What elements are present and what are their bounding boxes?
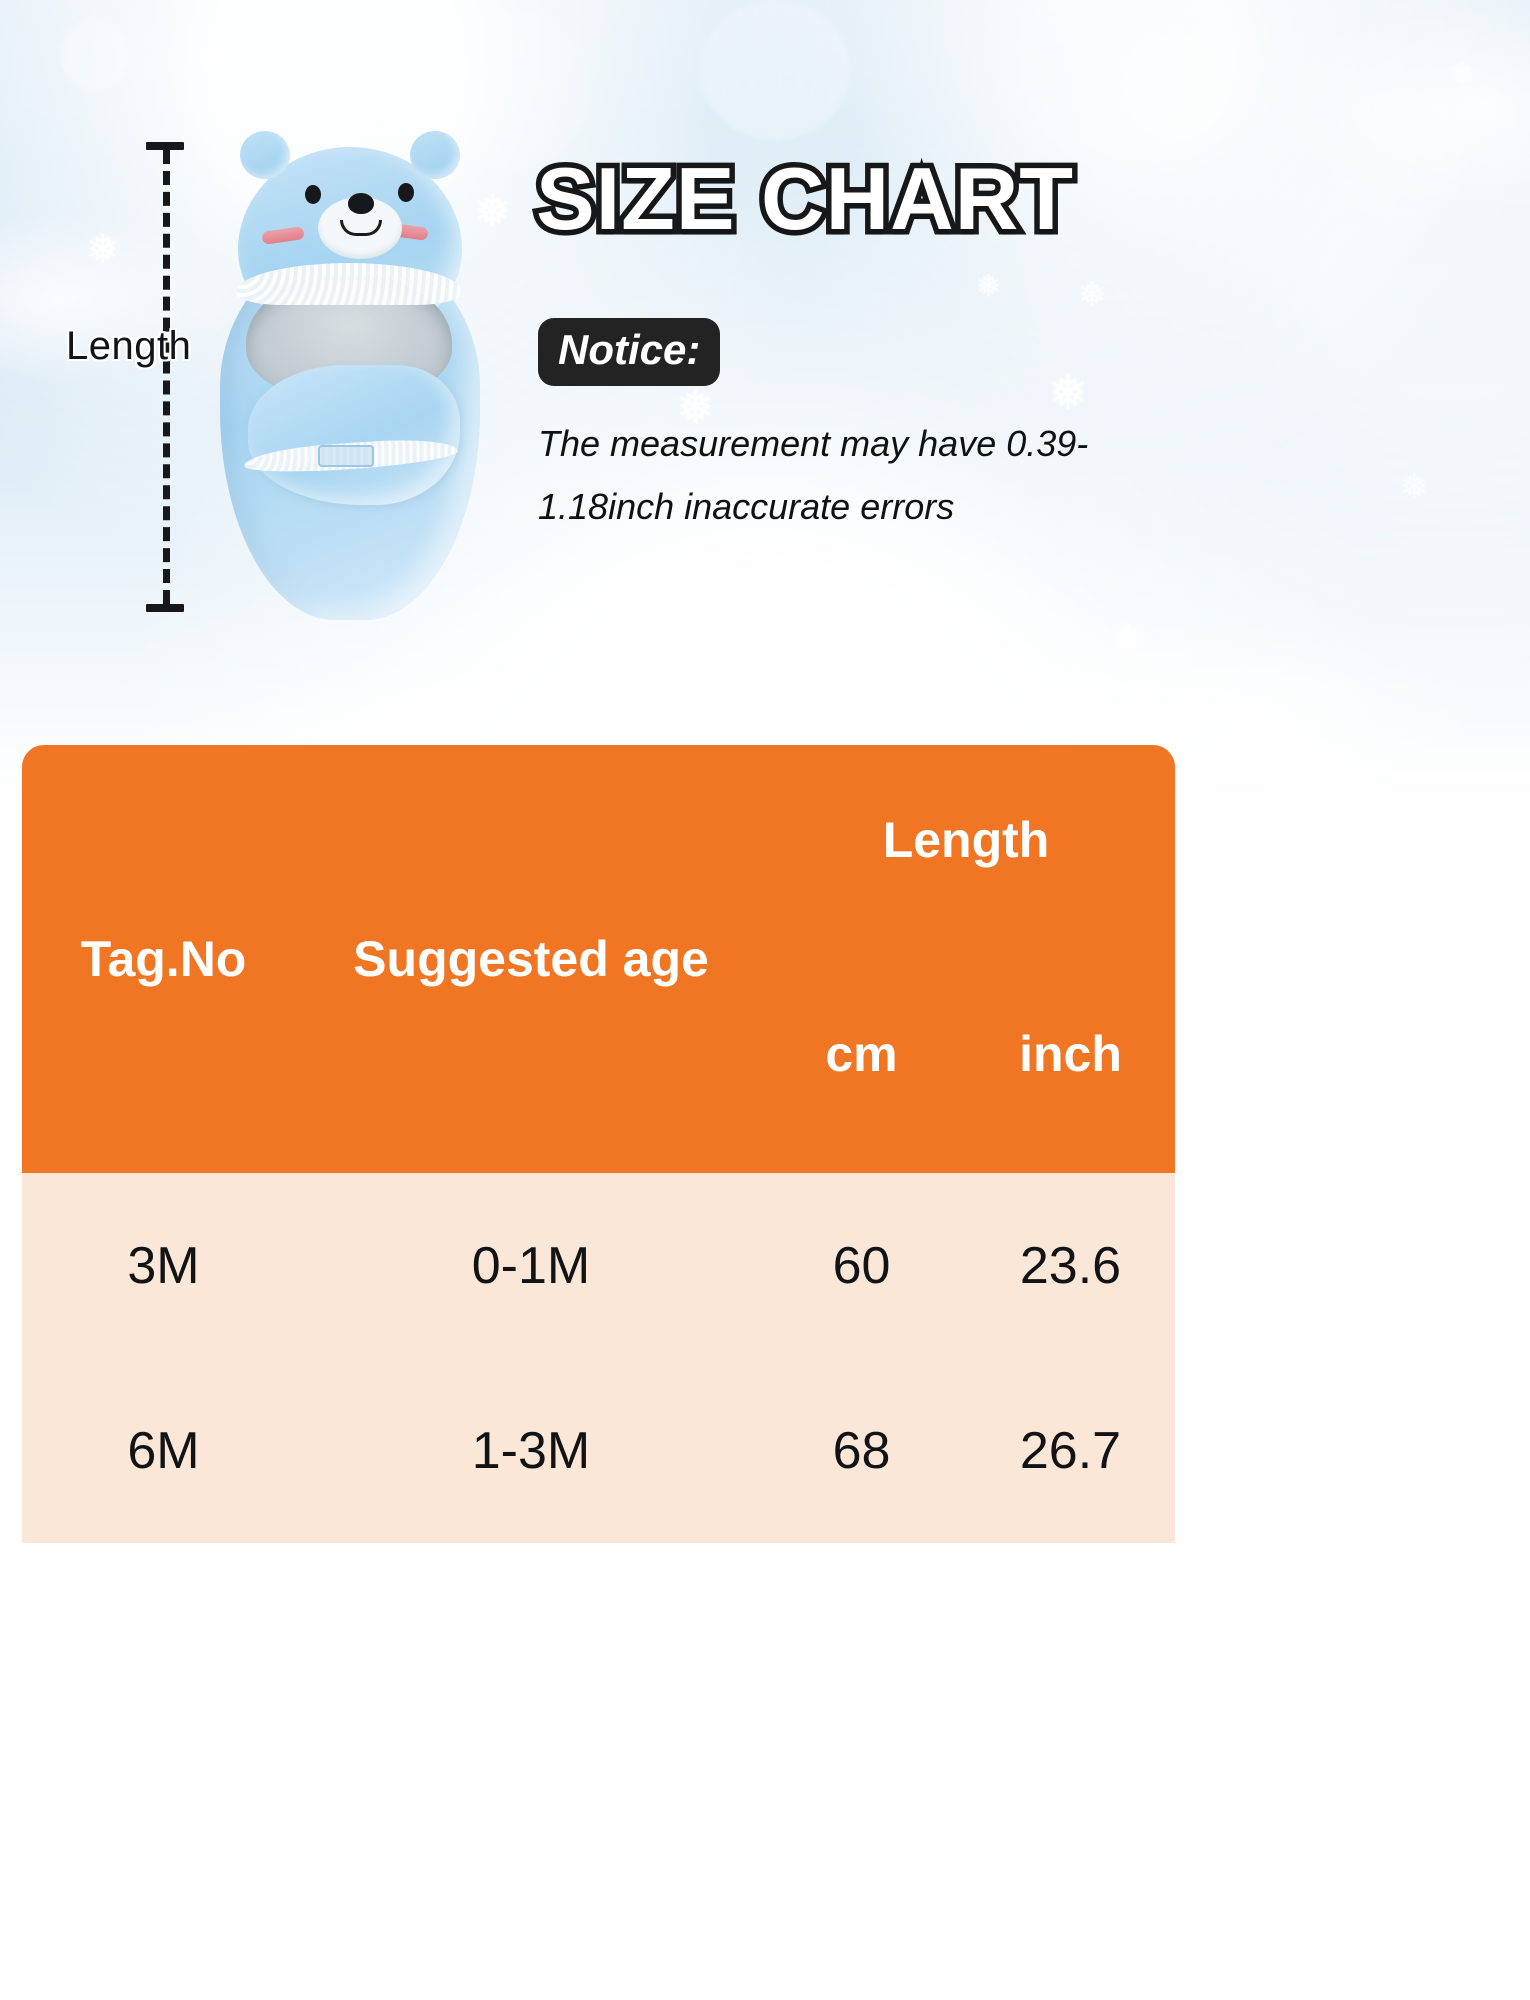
cell-tag-no: 3M — [22, 1173, 305, 1358]
header-inch: inch — [966, 935, 1176, 1173]
snowflake-icon: ❅ — [676, 381, 715, 433]
snowflake-icon: ❅ — [86, 228, 120, 272]
cell-length-cm: 60 — [757, 1173, 966, 1358]
bear-ear-left — [240, 131, 290, 179]
header-suggested-age: Suggested age — [305, 745, 757, 1173]
snowflake-icon: ❅ — [1450, 58, 1476, 91]
measure-cap-bottom — [146, 604, 184, 612]
notice-badge: Notice: — [538, 318, 721, 386]
cell-length-inch: 23.6 — [966, 1173, 1176, 1358]
measure-cap-top — [146, 142, 184, 150]
notice-text: The measurement may have 0.39-1.18inch i… — [538, 423, 1089, 527]
table-header-row-primary: Tag.No Suggested age Length — [22, 745, 1176, 1173]
table-row: 6M 1-3M 68 26.7 — [22, 1358, 1176, 1543]
sherpa-lining-top — [236, 263, 462, 305]
size-chart-table: Tag.No Suggested age Length cm inch 3M 0… — [22, 745, 1176, 1543]
cell-suggested-age: 1-3M — [305, 1358, 757, 1543]
bear-eye-right — [398, 183, 414, 202]
measure-dashed-line — [163, 150, 170, 604]
table-header-row-units: cm inch — [22, 935, 1176, 1173]
table-row: 3M 0-1M 60 23.6 — [22, 1173, 1176, 1358]
cell-length-cm: 68 — [757, 1358, 966, 1543]
bokeh-dot — [1330, 90, 1460, 220]
snowflake-icon: ❅ — [1078, 276, 1107, 314]
snowflake-icon: ❅ — [196, 38, 225, 76]
cell-length-inch: 26.7 — [966, 1358, 1176, 1543]
bokeh-dot — [900, 640, 1020, 760]
header-length: Length — [757, 745, 1176, 935]
snowflake-icon: ❅ — [474, 187, 511, 236]
length-callout-label: Length — [66, 324, 192, 368]
snowflake-icon: ❅ — [976, 270, 1002, 303]
product-image — [200, 125, 500, 620]
wrap-flap — [248, 365, 460, 505]
bear-ear-right — [410, 131, 460, 179]
bokeh-dot — [700, 0, 850, 140]
bokeh-dot — [1120, 30, 1230, 140]
cell-suggested-age: 0-1M — [305, 1173, 757, 1358]
bear-nose — [348, 193, 374, 214]
snowflake-icon: ❅ — [1048, 367, 1089, 420]
bear-eye-left — [305, 185, 321, 204]
page-title: SIZE CHART — [531, 144, 1079, 254]
cell-tag-no: 6M — [22, 1358, 305, 1543]
snowflake-icon: ❅ — [1112, 618, 1146, 662]
snowflake-icon: ❅ — [1400, 468, 1429, 506]
bokeh-dot — [60, 20, 130, 90]
belt-slot — [318, 445, 374, 467]
header-tag-no: Tag.No — [22, 745, 305, 1173]
length-measurement-line — [146, 142, 184, 612]
header-cm: cm — [757, 935, 966, 1173]
